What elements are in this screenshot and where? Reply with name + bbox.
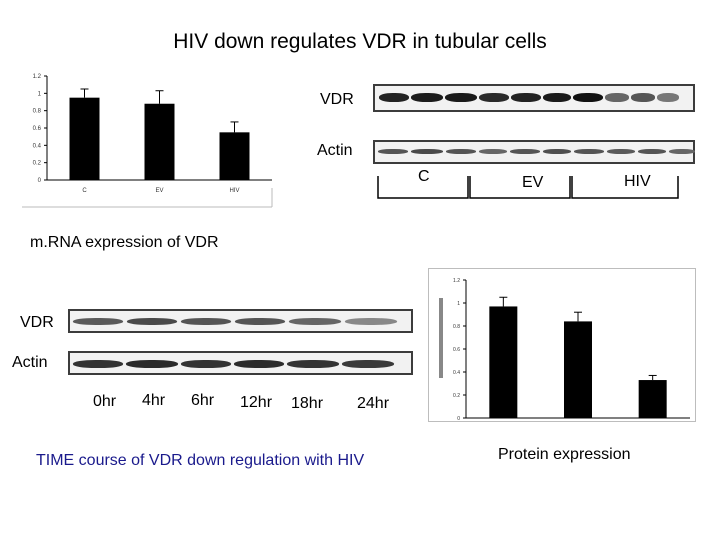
blot-band [73, 360, 123, 368]
y-tick-label: 0.6 [33, 126, 42, 132]
mrna-caption: m.RNA expression of VDR [30, 234, 219, 251]
blot-band [446, 149, 476, 154]
x-tick-label: EV [155, 188, 163, 194]
blot-band [574, 149, 604, 154]
mrna-bar-chart-plot: 0 0.2 0.4 0.6 0.8 1 1.2 C EV HIV [22, 74, 273, 208]
time-vdr-label: VDR [20, 314, 54, 331]
y-tick-label: 0.2 [33, 161, 42, 167]
blot-band [289, 318, 341, 325]
time-label-24hr: 24hr [357, 395, 390, 412]
blot-band [411, 93, 443, 102]
bar-ev [564, 321, 592, 418]
y-tick-label: 0.8 [33, 109, 42, 115]
bracket-ev [469, 176, 571, 199]
blot-band [543, 93, 571, 102]
blot-band [181, 318, 231, 325]
blot-band [638, 149, 666, 154]
bar-hiv [638, 380, 667, 418]
blot-band [345, 318, 397, 325]
top-actin-blot [373, 140, 695, 164]
blot-band [669, 149, 695, 154]
y-tick-label: 1 [38, 91, 42, 97]
blot-band [657, 93, 679, 102]
y-tick-label: 0.4 [453, 370, 460, 376]
blot-band [379, 93, 409, 102]
time-label-4hr: 4hr [142, 392, 166, 409]
y-tick-label: 0.2 [453, 393, 460, 399]
blot-band [73, 318, 123, 325]
y-tick-label: 1 [457, 301, 460, 307]
bar-hiv [219, 132, 250, 180]
blot-band [479, 93, 509, 102]
blot-band [445, 93, 477, 102]
blot-band [479, 149, 507, 154]
y-tick-label: 1.2 [33, 74, 42, 80]
bar-c [489, 306, 518, 418]
blot-band [234, 360, 284, 368]
time-label-6hr: 6hr [191, 392, 215, 409]
y-tick-label: 0 [457, 416, 460, 422]
blot-band [631, 93, 655, 102]
group-label-hiv: HIV [624, 173, 651, 190]
blot-band [543, 149, 571, 154]
blot-band [127, 318, 177, 325]
group-brackets [377, 176, 679, 199]
y-tick-label: 1.2 [453, 278, 460, 284]
blot-band [511, 93, 541, 102]
time-label-18hr: 18hr [291, 395, 324, 412]
time-actin-blot [68, 351, 413, 375]
y-axis-label-glyph [439, 298, 443, 378]
time-vdr-blot [68, 309, 413, 333]
protein-caption: Protein expression [498, 446, 631, 463]
top-vdr-label: VDR [320, 91, 354, 108]
blot-band [573, 93, 603, 102]
y-tick-label: 0 [38, 178, 42, 184]
group-label-ev: EV [522, 174, 544, 191]
mrna-bar-chart: 0 0.2 0.4 0.6 0.8 1 1.2 C EV HIV [22, 74, 273, 208]
blot-band [411, 149, 443, 154]
x-tick-label: HIV [229, 188, 239, 194]
top-actin-label: Actin [317, 142, 353, 159]
y-tick-label: 0.6 [453, 347, 460, 353]
blot-band [510, 149, 540, 154]
time-actin-label: Actin [12, 354, 48, 371]
blot-band [126, 360, 178, 368]
time-label-0hr: 0hr [93, 393, 117, 410]
group-label-c: C [418, 168, 430, 185]
bracket-c [377, 176, 469, 199]
bar-ev [144, 103, 175, 180]
blot-band [378, 149, 408, 154]
time-label-12hr: 12hr [240, 394, 273, 411]
x-tick-label: C [82, 188, 87, 194]
blot-band [181, 360, 231, 368]
blot-band [342, 360, 394, 368]
figure-title: HIV down regulates VDR in tubular cells [173, 30, 547, 53]
blot-band [605, 93, 629, 102]
blot-band [607, 149, 635, 154]
blot-band [235, 318, 285, 325]
blot-band [287, 360, 339, 368]
y-tick-label: 0.8 [453, 324, 460, 330]
bracket-hiv [571, 176, 679, 199]
time-course-caption: TIME course of VDR down regulation with … [36, 452, 365, 469]
top-vdr-blot [373, 84, 695, 112]
bar-c [69, 97, 100, 180]
y-tick-label: 0.4 [33, 143, 42, 149]
